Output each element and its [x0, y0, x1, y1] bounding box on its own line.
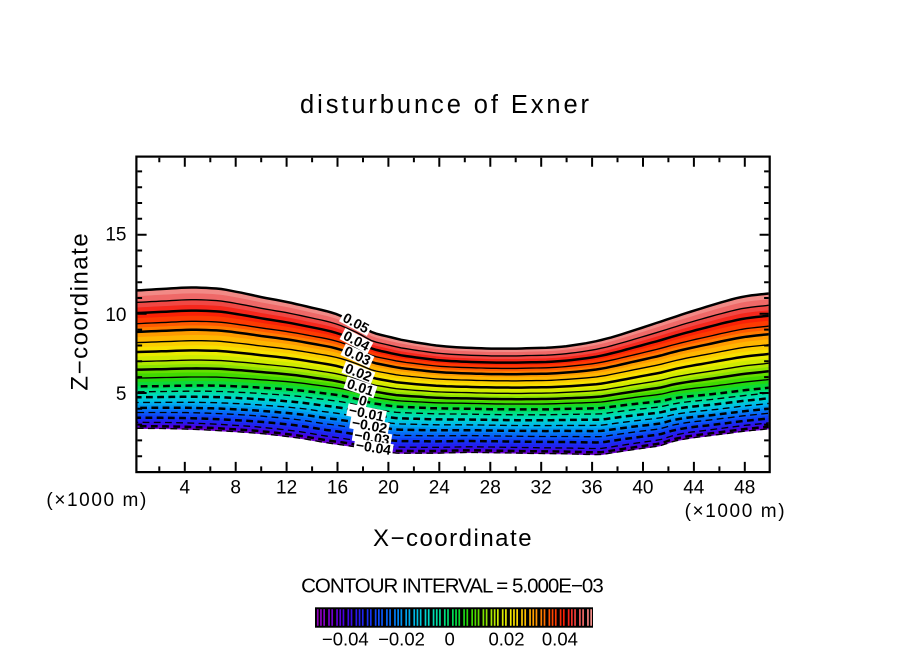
svg-text:44: 44 [683, 477, 705, 498]
svg-text:24: 24 [429, 477, 451, 498]
svg-text:12: 12 [276, 477, 297, 498]
svg-text:0: 0 [357, 392, 369, 410]
svg-text:disturbunce of Exner: disturbunce of Exner [300, 91, 592, 119]
svg-text:5: 5 [116, 384, 127, 405]
svg-text:32: 32 [531, 477, 552, 498]
svg-text:36: 36 [581, 477, 602, 498]
svg-text:48: 48 [734, 477, 755, 498]
svg-text:0.04: 0.04 [542, 629, 578, 650]
svg-text:10: 10 [105, 305, 126, 326]
svg-text:16: 16 [327, 477, 348, 498]
svg-text:−0.02: −0.02 [378, 629, 425, 650]
svg-text:−0.04: −0.04 [322, 629, 369, 650]
svg-text:40: 40 [632, 477, 653, 498]
svg-text:0.02: 0.02 [488, 629, 524, 650]
svg-text:4: 4 [180, 477, 191, 498]
svg-text:Z−coordinate: Z−coordinate [67, 232, 94, 391]
svg-text:0: 0 [444, 629, 454, 650]
svg-text:−0.04: −0.04 [355, 437, 393, 458]
svg-text:(×1000 m): (×1000 m) [685, 501, 787, 522]
svg-text:8: 8 [230, 477, 241, 498]
svg-text:CONTOUR INTERVAL = 5.000E−03: CONTOUR INTERVAL = 5.000E−03 [301, 575, 603, 598]
svg-text:15: 15 [105, 225, 126, 246]
svg-text:20: 20 [378, 477, 399, 498]
svg-text:(×1000 m): (×1000 m) [46, 490, 148, 511]
svg-text:X−coordinate: X−coordinate [373, 525, 533, 552]
svg-text:28: 28 [480, 477, 501, 498]
